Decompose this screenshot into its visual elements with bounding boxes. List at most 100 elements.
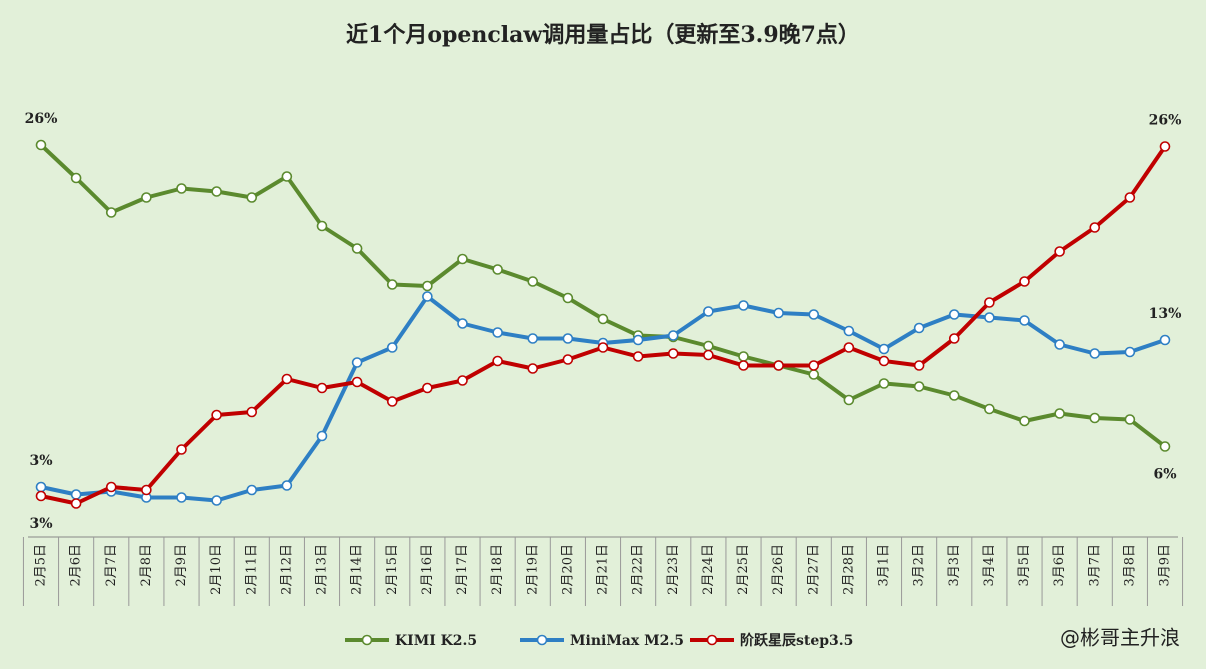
data-point [386, 342, 398, 353]
x-tick-label: 2月23日 [666, 544, 681, 595]
data-point [386, 396, 398, 407]
data-point [1159, 334, 1171, 346]
x-tick-label: 2月14日 [350, 544, 365, 595]
legend-item: KIMI K2.5 [345, 633, 477, 649]
legend-item: MiniMax M2.5 [520, 633, 684, 649]
data-point [211, 409, 222, 421]
data-point [1124, 192, 1136, 203]
x-tick-label: 3月5日 [1017, 544, 1032, 587]
x-tick-label: 2月26日 [771, 544, 786, 595]
x-tick-label: 3月4日 [982, 544, 997, 587]
data-point [948, 333, 960, 344]
data-point [773, 360, 784, 371]
data-point [105, 481, 117, 493]
data-point [808, 360, 820, 371]
data-point [176, 183, 187, 194]
data-point [141, 484, 152, 496]
x-tick-label: 2月15日 [385, 544, 400, 595]
x-tick-label: 3月1日 [877, 544, 892, 587]
data-label: 26% [25, 111, 58, 127]
x-tick-label: 2月18日 [490, 544, 505, 595]
data-point [316, 220, 328, 232]
data-point [422, 382, 433, 394]
data-point [246, 406, 258, 418]
data-point [246, 484, 258, 496]
data-point [351, 243, 363, 254]
data-point [457, 318, 468, 329]
legend-label: KIMI K2.5 [395, 633, 477, 649]
data-point [984, 297, 995, 308]
x-tick-label: 3月6日 [1052, 544, 1067, 587]
data-point [984, 403, 995, 415]
data-point [1124, 346, 1136, 358]
data-label: 13% [1149, 306, 1182, 322]
data-point [703, 340, 714, 352]
data-point [211, 495, 222, 506]
data-point [738, 351, 749, 362]
legend-marker [536, 634, 548, 646]
data-point [562, 354, 574, 365]
x-tick-label: 2月27日 [806, 544, 821, 595]
data-point [738, 360, 749, 371]
data-point [176, 444, 187, 455]
data-label: 6% [1153, 467, 1176, 483]
x-tick-label: 2月13日 [315, 544, 330, 595]
data-label: 26% [1149, 113, 1182, 129]
x-tick-label: 2月22日 [631, 544, 646, 595]
x-tick-label: 3月8日 [1122, 544, 1137, 587]
data-point [597, 313, 609, 325]
x-tick-label: 2月12日 [279, 544, 294, 595]
data-point [632, 351, 644, 362]
data-point [492, 355, 503, 367]
data-point [597, 342, 609, 353]
data-point [176, 492, 187, 503]
x-tick-label: 2月19日 [525, 544, 540, 595]
legend-label: 阶跃星辰step3.5 [740, 632, 853, 649]
data-point [703, 306, 714, 317]
x-tick-label: 2月17日 [455, 544, 470, 595]
legend-marker [361, 634, 373, 646]
x-tick-label: 3月2日 [912, 544, 927, 587]
data-point [843, 342, 855, 353]
data-label: 3% [29, 516, 52, 532]
x-tick-label: 2月20日 [560, 544, 575, 595]
x-tick-label: 2月28日 [841, 544, 856, 595]
data-point [632, 334, 644, 346]
data-point [1159, 141, 1171, 152]
data-point [386, 279, 398, 290]
data-point [35, 481, 47, 493]
data-point [1019, 276, 1030, 287]
x-tick-label: 2月16日 [420, 544, 435, 595]
data-point [1054, 246, 1065, 257]
data-point [527, 333, 539, 344]
data-point [1089, 412, 1101, 424]
data-point [35, 490, 47, 502]
data-point [1019, 415, 1030, 427]
data-point [141, 192, 152, 203]
data-point [527, 363, 539, 374]
data-point [878, 355, 890, 367]
data-label: 3% [29, 453, 52, 469]
data-point [562, 292, 574, 304]
x-tick-label: 2月25日 [736, 544, 751, 595]
data-point [808, 309, 820, 320]
data-point [105, 207, 117, 218]
data-point [70, 498, 82, 509]
data-point [281, 373, 293, 385]
data-point [281, 171, 293, 182]
x-tick-label: 3月7日 [1087, 544, 1102, 587]
data-point [984, 312, 995, 323]
data-point [457, 375, 468, 386]
data-point [211, 186, 222, 197]
data-point [422, 291, 433, 302]
data-point [492, 264, 503, 275]
data-point [1089, 348, 1101, 359]
data-point [457, 253, 468, 265]
data-point [562, 333, 574, 344]
x-tick-label: 2月21日 [596, 544, 611, 595]
data-point [1054, 339, 1065, 350]
data-point [913, 322, 925, 334]
data-point [1019, 315, 1030, 326]
data-point [351, 376, 363, 388]
